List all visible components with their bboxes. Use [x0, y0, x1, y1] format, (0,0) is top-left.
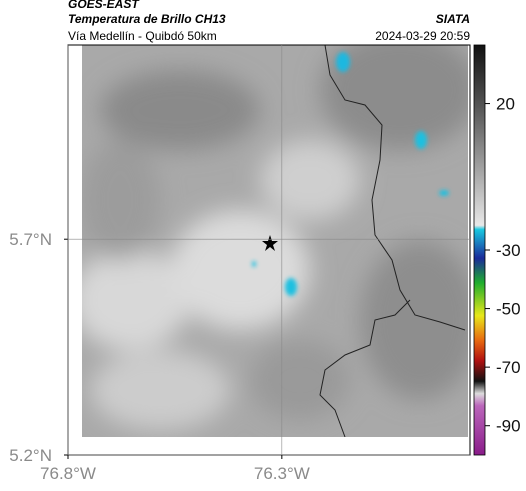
colorbar: [473, 44, 486, 456]
title: Temperatura de Brillo CH13: [68, 12, 226, 26]
source: GOES-EAST: [68, 0, 140, 11]
colorbar-tick-label: 20: [496, 95, 515, 114]
org: SIATA: [436, 12, 470, 26]
lon-tick-label: 76.3°W: [254, 464, 310, 483]
lat-tick-label: 5.2°N: [9, 446, 52, 465]
header: GOES-EAST Temperatura de Brillo CH13 Vía…: [68, 0, 470, 43]
lat-tick-label: 5.7°N: [9, 230, 52, 249]
subtitle: Vía Medellín - Quibdó 50km: [68, 29, 217, 43]
colorbar-tick-label: -50: [496, 300, 521, 319]
satellite-image: [82, 45, 468, 437]
colorbar-tick-label: -70: [496, 358, 521, 377]
colorbar-tick-label: -30: [496, 241, 521, 260]
colorbar-tick-label: -90: [496, 417, 521, 436]
datetime: 2024-03-29 20:59: [375, 29, 470, 43]
lon-tick-label: 76.8°W: [40, 464, 96, 483]
